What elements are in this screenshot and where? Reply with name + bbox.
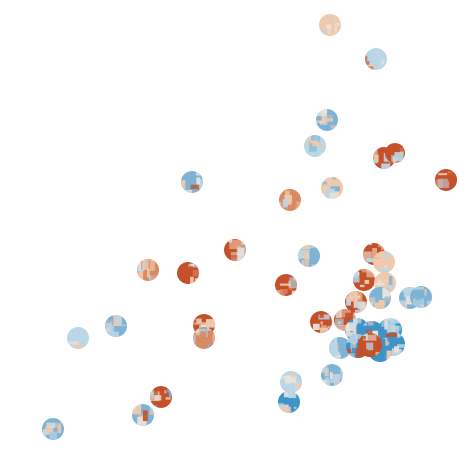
map-dot bbox=[385, 143, 405, 163]
map-dot bbox=[137, 259, 159, 281]
map-dot bbox=[280, 371, 302, 393]
map-dot bbox=[304, 135, 326, 157]
map-dot bbox=[316, 109, 338, 131]
map-dot bbox=[345, 291, 367, 313]
map-dot bbox=[193, 327, 215, 349]
map-dot bbox=[150, 386, 172, 408]
map-dot bbox=[181, 171, 203, 193]
map-dot bbox=[177, 262, 199, 284]
map-dot bbox=[321, 177, 343, 199]
map-dot bbox=[67, 327, 89, 349]
map-dot bbox=[358, 333, 382, 357]
map-dot bbox=[435, 169, 457, 191]
map-dot bbox=[298, 245, 320, 267]
map-dot bbox=[373, 251, 395, 273]
map-dot bbox=[132, 404, 154, 426]
map-dot bbox=[353, 269, 375, 291]
map-dot bbox=[42, 418, 64, 440]
map-dot bbox=[321, 364, 343, 386]
map-dot bbox=[365, 48, 387, 70]
map-dot bbox=[310, 311, 332, 333]
map-dot bbox=[105, 315, 127, 337]
map-dot bbox=[319, 14, 341, 36]
map-dot bbox=[279, 189, 301, 211]
map-dot bbox=[369, 287, 391, 309]
map-dot bbox=[224, 239, 246, 261]
map-dot bbox=[275, 274, 297, 296]
